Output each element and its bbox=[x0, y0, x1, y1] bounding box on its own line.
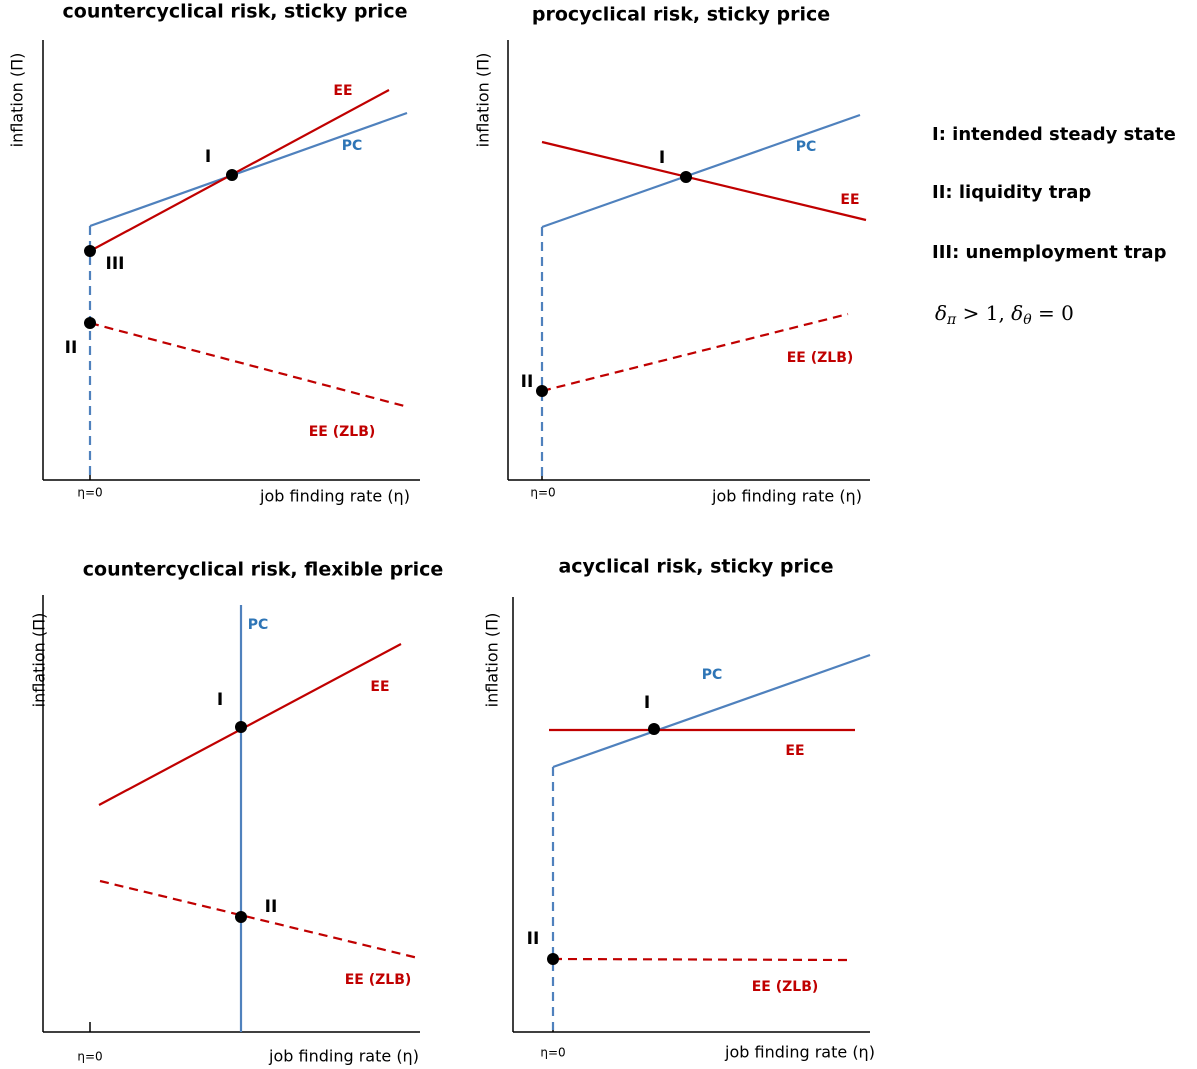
point-label: II bbox=[65, 338, 78, 358]
ee-zlb-curve bbox=[541, 312, 849, 393]
x-label: job finding rate (η) bbox=[711, 487, 862, 506]
pc-curve bbox=[89, 111, 408, 228]
x-label: job finding rate (η) bbox=[259, 487, 410, 506]
curve-label: EE (ZLB) bbox=[787, 350, 854, 366]
y-label: inflation (Π) bbox=[8, 53, 27, 148]
y-label: inflation (Π) bbox=[30, 613, 49, 708]
curve-label: PC bbox=[248, 617, 269, 633]
ee-curve bbox=[89, 89, 390, 252]
ee-curve bbox=[541, 140, 867, 222]
panel-title: acyclical risk, sticky price bbox=[558, 556, 833, 578]
x-tick: η=0 bbox=[540, 1046, 565, 1060]
formula-part: = 0 bbox=[1032, 301, 1074, 325]
point bbox=[680, 171, 692, 183]
ee-zlb-curve bbox=[552, 957, 849, 962]
panel: countercyclical risk, flexible price inf… bbox=[30, 559, 444, 1066]
curve-label: PC bbox=[342, 138, 363, 154]
panel: procyclical risk, sticky price inflation… bbox=[474, 4, 870, 506]
pc-curve bbox=[541, 113, 861, 229]
legend-item: III: unemployment trap bbox=[932, 242, 1167, 263]
panel: countercyclical risk, sticky price infla… bbox=[8, 1, 420, 506]
ee-zlb-curve bbox=[89, 321, 409, 409]
point-label: I bbox=[217, 690, 223, 710]
y-label: inflation (Π) bbox=[483, 613, 502, 708]
formula-part: > 1, bbox=[956, 301, 1011, 325]
x-label: job finding rate (η) bbox=[724, 1043, 875, 1062]
point bbox=[84, 245, 96, 257]
legend-item: II: liquidity trap bbox=[932, 182, 1091, 203]
ee-zlb-curve bbox=[99, 879, 419, 960]
point bbox=[226, 169, 238, 181]
point-label: II bbox=[265, 897, 278, 917]
point bbox=[536, 385, 548, 397]
formula-sub: π bbox=[946, 312, 957, 328]
curve-label: EE bbox=[370, 679, 389, 695]
curve-label: PC bbox=[702, 667, 723, 683]
formula-part: δ bbox=[1011, 301, 1023, 325]
point bbox=[648, 723, 660, 735]
formula-part: δ bbox=[935, 301, 947, 325]
point bbox=[235, 911, 247, 923]
legend-item: I: intended steady state bbox=[932, 124, 1176, 145]
formula-sub: θ bbox=[1023, 312, 1032, 328]
curve-label: EE (ZLB) bbox=[752, 979, 819, 995]
curve-label: EE bbox=[840, 192, 859, 208]
panel: acyclical risk, sticky price inflation (… bbox=[483, 556, 875, 1062]
x-label: job finding rate (η) bbox=[268, 1047, 419, 1066]
curve-label: EE (ZLB) bbox=[345, 972, 412, 988]
panel-title: procyclical risk, sticky price bbox=[532, 4, 830, 26]
x-tick: η=0 bbox=[77, 486, 102, 500]
panel-title: countercyclical risk, sticky price bbox=[63, 1, 408, 23]
curve-label: EE bbox=[785, 743, 804, 759]
point-label: I bbox=[659, 148, 665, 168]
curve-label: PC bbox=[796, 139, 817, 155]
point-label: III bbox=[106, 254, 125, 274]
point-label: I bbox=[644, 693, 650, 713]
x-tick: η=0 bbox=[77, 1050, 102, 1064]
point-label: II bbox=[521, 372, 534, 392]
y-label: inflation (Π) bbox=[474, 53, 493, 148]
curve-label: EE (ZLB) bbox=[309, 424, 376, 440]
point bbox=[235, 721, 247, 733]
point bbox=[84, 317, 96, 329]
ee-curve bbox=[98, 643, 402, 806]
point-label: I bbox=[205, 147, 211, 167]
formula: δπ > 1, δθ = 0 bbox=[935, 301, 1074, 329]
pc-curve bbox=[552, 653, 871, 769]
point bbox=[547, 953, 559, 965]
panel-title: countercyclical risk, flexible price bbox=[83, 559, 444, 581]
x-tick: η=0 bbox=[530, 486, 555, 500]
point-label: II bbox=[527, 929, 540, 949]
curve-label: EE bbox=[333, 83, 352, 99]
